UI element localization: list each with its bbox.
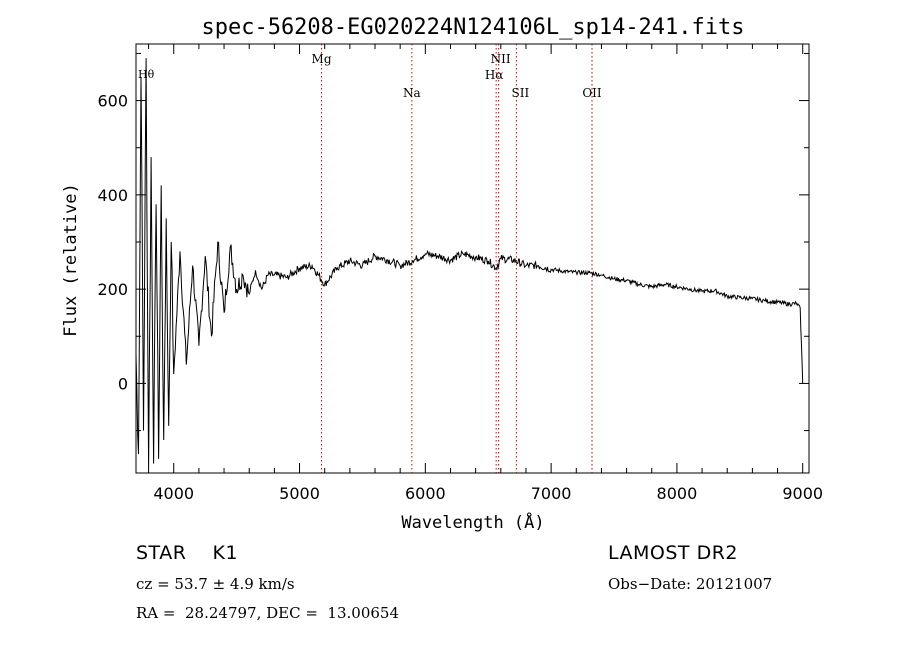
y-tick-label: 200 — [97, 280, 128, 299]
y-tick-label: 600 — [97, 92, 128, 111]
y-tick-label: 400 — [97, 186, 128, 205]
x-tick-label: 4000 — [153, 484, 194, 503]
plot-frame — [135, 43, 810, 474]
chart-title: spec-56208-EG020224N124106L_sp14-241.fit… — [201, 15, 744, 40]
redshift-cz: cz = 53.7 ± 4.9 km/s — [136, 575, 295, 593]
survey-name: LAMOST DR2 — [608, 542, 738, 564]
coordinates: RA = 28.24797, DEC = 13.00654 — [136, 604, 400, 622]
spectrum-trace — [135, 58, 804, 469]
x-axis-label: Wavelength (Å) — [401, 511, 544, 533]
observation-date: Obs−Date: 20121007 — [608, 575, 773, 593]
x-tick-label: 6000 — [405, 484, 446, 503]
object-class: STAR K1 — [136, 542, 239, 564]
x-tick-label: 7000 — [531, 484, 572, 503]
spectral-line-label: NII — [491, 52, 511, 66]
spectral-line-label: SII — [512, 86, 530, 100]
x-tick-label: 8000 — [657, 484, 698, 503]
spectral-line-label: Na — [403, 86, 421, 100]
x-tick-label: 9000 — [782, 484, 823, 503]
y-tick-label: 0 — [118, 374, 128, 393]
spectral-line-label: Hα — [485, 68, 504, 82]
spectral-line-label: OII — [582, 86, 602, 100]
spectral-line-label: Mg — [312, 52, 332, 66]
x-tick-label: 5000 — [279, 484, 320, 503]
y-axis-label: Flux (relative) — [61, 183, 81, 337]
